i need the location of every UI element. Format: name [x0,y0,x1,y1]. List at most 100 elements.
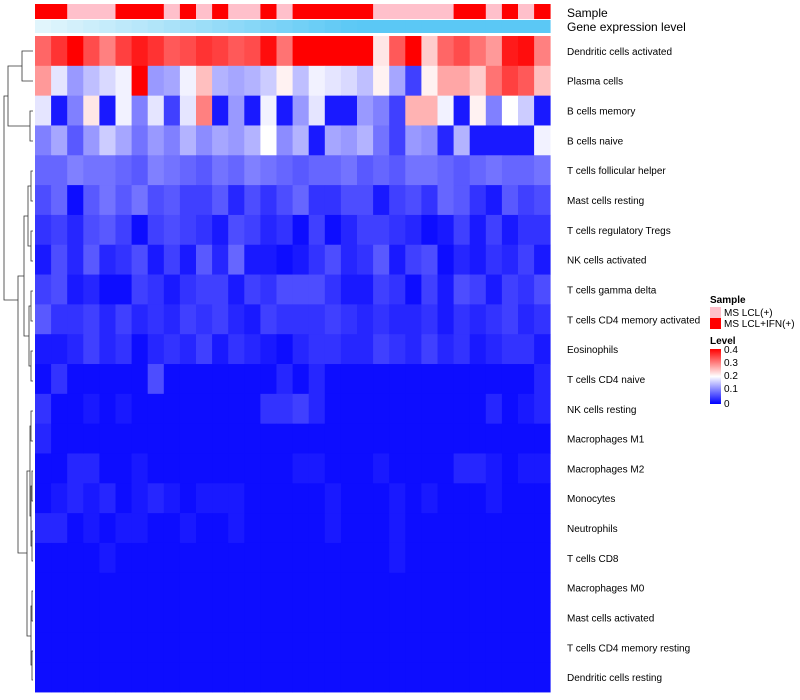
heatmap-cell [228,125,245,156]
heatmap-cell [276,65,293,97]
heatmap-cell [276,602,293,633]
heatmap-cell [405,364,422,395]
heatmap-cell [99,364,116,395]
heatmap-cell [405,214,422,246]
heatmap-cell [357,36,374,67]
heatmap-cell [35,364,52,395]
expression-annotation-cell [389,20,406,33]
heatmap-cell [292,334,310,365]
heatmap-cell [131,513,149,544]
heatmap-cell [453,453,471,484]
heatmap-cell [308,632,326,663]
heatmap-cell [453,304,471,335]
heatmap-cell [276,95,293,126]
heatmap-cell [99,36,116,67]
heatmap-cell [373,393,390,425]
heatmap-cell [357,393,374,425]
heatmap-cell [147,36,165,67]
heatmap-cell [469,274,487,305]
heatmap-cell [35,483,52,514]
heatmap-cell [292,542,310,574]
heatmap-cell [67,364,84,395]
heatmap-cell [340,125,358,156]
heatmap-cell [99,513,116,544]
heatmap-cell [324,364,342,395]
heatmap-cell [163,572,181,603]
heatmap-cell [437,36,454,67]
sample-annotation-cell [292,4,310,19]
heatmap-cell [147,423,165,454]
heatmap-cell [260,662,277,693]
heatmap-cell [405,334,422,365]
heatmap-cell [389,483,406,514]
heatmap-cell [518,244,535,275]
heatmap-cell [163,214,181,246]
sample-annotation-cell [163,4,181,19]
heatmap-cell [228,95,245,126]
row-label: T cells CD4 memory activated [567,315,700,326]
heatmap-cell [501,304,519,335]
heatmap-cell [163,125,181,156]
heatmap-cell [308,155,326,186]
heatmap-cell [485,214,503,246]
heatmap-cell [308,185,326,216]
heatmap-cell [196,274,213,305]
heatmap-cell [308,572,326,603]
heatmap-cell [453,542,471,574]
heatmap-cell [228,364,245,395]
heatmap-cell [421,185,438,216]
heatmap-cell [212,185,229,216]
heatmap-cell [534,662,551,693]
heatmap-cell [308,125,326,156]
expression-annotation-cell [67,20,84,33]
expression-annotation-cell [196,20,213,33]
heatmap-cell [196,542,213,574]
heatmap-cell [51,364,68,395]
heatmap-cell [51,662,68,693]
heatmap-cell [308,393,326,425]
expression-annotation-cell [485,20,503,33]
heatmap-cell [437,155,454,186]
heatmap-cell [534,423,551,454]
heatmap-cell [196,364,213,395]
heatmap-cell [437,214,454,246]
heatmap-cell [357,244,374,275]
heatmap-cell [453,602,471,633]
heatmap-cell [324,662,342,693]
heatmap-cell [534,483,551,514]
heatmap-cell [276,214,293,246]
sample-annotation-cell [324,4,342,19]
heatmap-cell [163,453,181,484]
heatmap-cell [99,155,116,186]
heatmap-cell [389,513,406,544]
heatmap-cell [163,483,181,514]
heatmap-cell [131,334,149,365]
heatmap-cell [453,423,471,454]
sample-annotation-bar [35,4,551,19]
heatmap-cell [469,244,487,275]
heatmap-cell [212,214,229,246]
heatmap-cell [244,572,261,603]
heatmap-cell [115,214,132,246]
heatmap-cell [67,393,84,425]
heatmap-cell [163,632,181,663]
heatmap-cell [340,36,358,67]
heatmap-cell [437,393,454,425]
heatmap-cell [99,334,116,365]
heatmap-cell [115,453,132,484]
heatmap-cell [35,602,52,633]
heatmap-cell [99,214,116,246]
heatmap-cell [212,393,229,425]
heatmap-cell [51,274,68,305]
heatmap-cell [67,155,84,186]
heatmap-cell [389,244,406,275]
heatmap-cell [35,393,52,425]
heatmap-cell [469,304,487,335]
heatmap-cell [485,632,503,663]
row-label: Macrophages M2 [567,464,645,475]
heatmap-cell [453,274,471,305]
heatmap-cell [308,244,326,275]
heatmap-cell [518,155,535,186]
heatmap-cell [421,244,438,275]
heatmap-cell [276,632,293,663]
